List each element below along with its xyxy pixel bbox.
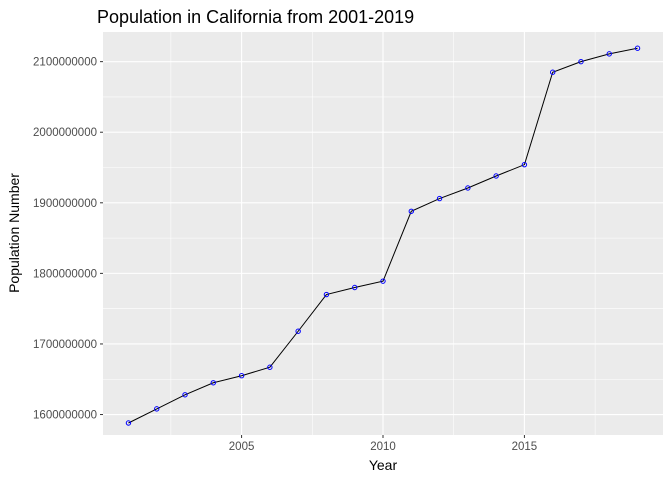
chart-title: Population in California from 2001-2019 xyxy=(97,7,414,27)
series-layer xyxy=(125,45,641,426)
data-point xyxy=(295,328,301,334)
data-point xyxy=(465,185,471,191)
y-tick-label: 1600000000 xyxy=(33,410,97,422)
y-tick-label: 1700000000 xyxy=(33,339,97,351)
x-tick-label: 2010 xyxy=(370,441,396,453)
data-point xyxy=(238,373,245,379)
data-point xyxy=(521,161,528,168)
data-point xyxy=(380,278,386,284)
y-axis: 1600000000 1700000000 1800000000 1900000000… xyxy=(33,57,103,422)
data-point xyxy=(549,69,556,75)
data-point xyxy=(352,284,358,291)
data-point xyxy=(267,364,273,370)
series-line xyxy=(128,47,638,424)
x-axis: 2005 2010 2015 xyxy=(229,435,537,453)
data-point xyxy=(154,406,160,412)
data-point xyxy=(323,291,330,298)
x-axis-title: Year xyxy=(369,457,398,473)
data-point xyxy=(210,380,217,386)
data-point xyxy=(182,392,188,398)
y-tick-label: 1800000000 xyxy=(33,268,97,280)
data-point xyxy=(125,420,132,426)
y-tick-label: 1900000000 xyxy=(33,198,97,210)
data-point xyxy=(436,195,443,202)
data-point xyxy=(606,51,612,57)
data-point xyxy=(408,208,414,214)
x-tick-label: 2005 xyxy=(229,441,255,453)
y-axis-title: Population Number xyxy=(6,173,22,293)
x-tick-label: 2015 xyxy=(512,441,538,453)
major-grid xyxy=(103,32,663,435)
y-tick-label: 2000000000 xyxy=(33,127,97,139)
data-point xyxy=(634,45,641,51)
data-point xyxy=(493,173,499,179)
y-tick-label: 2100000000 xyxy=(33,57,97,69)
data-point xyxy=(578,58,584,65)
